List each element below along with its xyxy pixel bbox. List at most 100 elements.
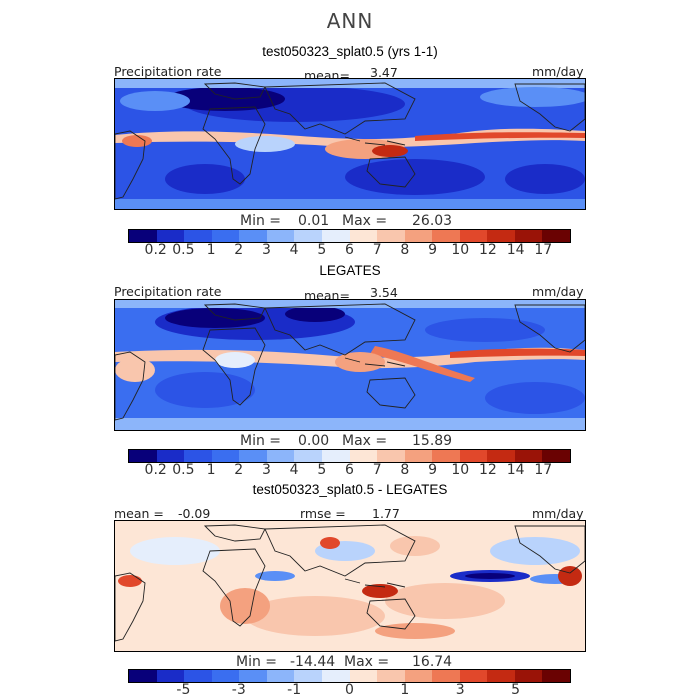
wet-zone <box>122 135 152 147</box>
colorbar-swatch <box>459 450 488 462</box>
anomaly-patch <box>362 584 398 598</box>
anomaly-patch <box>255 571 295 581</box>
colorbar-tick-label: 9 <box>428 462 438 478</box>
coastline-north-america <box>514 525 585 574</box>
colorbar-tick-label: 5 <box>317 462 327 478</box>
colorbar-swatch <box>514 450 543 462</box>
colorbar-swatch <box>432 670 460 682</box>
colorbar-swatch <box>514 670 543 682</box>
itcz-core <box>450 348 585 358</box>
colorbar-swatch <box>542 670 570 682</box>
coastline-asia <box>264 82 416 135</box>
panel-3-colorbar-ticks: -5 -3 -1 0 1 3 5 <box>128 682 571 700</box>
colorbar-swatch <box>266 230 295 242</box>
coastline-asia <box>264 524 416 577</box>
colorbar-swatch <box>432 450 460 462</box>
colorbar-tick-label: 6 <box>345 462 354 478</box>
coastline-australia <box>366 377 416 409</box>
colorbar-swatch <box>377 670 405 682</box>
colorbar-swatch <box>542 450 570 462</box>
colorbar-swatch <box>129 450 157 462</box>
colorbar-swatch <box>294 670 322 682</box>
colorbar-swatch <box>211 230 240 242</box>
colorbar-swatch <box>184 450 212 462</box>
panel-1-colorbar-ticks: 0.2 0.5 1 2 3 4 5 6 7 8 9 10 12 14 17 <box>128 242 571 260</box>
coastline-europe <box>203 524 266 542</box>
colorbar-tick-label: 9 <box>428 242 438 258</box>
colorbar-swatch <box>156 450 185 462</box>
colorbar-tick-label: 5 <box>317 242 327 258</box>
coastline-north-america <box>514 304 585 353</box>
panel-2-min-value: 0.00 <box>298 433 330 449</box>
colorbar-tick-label: 0 <box>345 682 354 698</box>
coastline-europe <box>203 82 266 100</box>
panel-3-min-label: Min = <box>236 654 278 670</box>
panel-3-rmse-value: 1.77 <box>372 506 400 521</box>
panel-3-max-label: Max = <box>344 654 390 670</box>
anomaly-patch <box>118 575 142 587</box>
colorbar-swatch <box>129 230 157 242</box>
colorbar-tick-label: 1 <box>206 462 216 478</box>
anomaly-patch <box>390 536 440 556</box>
colorbar-swatch <box>156 670 185 682</box>
panel-2-variable-label: Precipitation rate <box>114 284 222 299</box>
colorbar-tick-label: 3 <box>261 242 271 258</box>
panel-1-mean-value: 3.47 <box>370 65 398 80</box>
dry-zone <box>505 164 585 194</box>
colorbar-swatch <box>487 230 515 242</box>
panel-2-min-label: Min = <box>240 433 282 449</box>
colorbar-swatch <box>377 450 405 462</box>
colorbar-tick-label: 7 <box>372 242 382 258</box>
coastline-islands <box>344 578 406 588</box>
colorbar-tick-label: 17 <box>534 462 553 478</box>
coastline-south-america <box>115 572 146 642</box>
colorbar-swatch <box>321 670 350 682</box>
colorbar-swatch <box>487 450 515 462</box>
colorbar-swatch <box>294 230 322 242</box>
colorbar-tick-label: 3 <box>455 682 465 698</box>
colorbar-swatch <box>349 450 378 462</box>
anomaly-patch <box>558 566 582 586</box>
colorbar-swatch <box>211 670 240 682</box>
coastline-europe <box>203 303 266 321</box>
colorbar-tick-label: 8 <box>400 242 410 258</box>
panel-2-units-label: mm/day <box>532 284 584 299</box>
colorbar-tick-label: 14 <box>506 242 525 258</box>
colorbar-swatch <box>404 450 433 462</box>
colorbar-swatch <box>239 670 267 682</box>
panel-2-colorbar <box>128 449 571 463</box>
panel-3-colorbar <box>128 669 571 683</box>
dry-zone <box>285 306 345 322</box>
colorbar-tick-label: 0.5 <box>172 242 195 258</box>
wet-zone <box>120 91 190 111</box>
panel-2-mean-value: 3.54 <box>370 285 398 300</box>
colorbar-tick-label: 6 <box>345 242 354 258</box>
colorbar-swatch <box>266 450 295 462</box>
panel-1-variable-label: Precipitation rate <box>114 64 222 79</box>
coastline-africa <box>202 106 266 185</box>
coastline-north-america <box>514 83 585 132</box>
colorbar-swatch <box>377 230 405 242</box>
panel-3-title: test050323_splat0.5 - LEGATES <box>252 482 448 497</box>
panel-1-map <box>114 78 586 210</box>
anomaly-patch <box>130 537 220 565</box>
wet-zone <box>372 145 408 157</box>
coastline-africa <box>202 327 266 406</box>
coastline-australia <box>366 156 416 188</box>
figure-title: ANN <box>326 9 374 33</box>
coastline-australia <box>366 598 416 630</box>
wet-zone <box>480 87 585 107</box>
colorbar-swatch <box>266 670 295 682</box>
panel-2-max-label: Max = <box>342 433 388 449</box>
panel-1-min-value: 0.01 <box>298 213 330 229</box>
colorbar-swatch <box>349 230 378 242</box>
anomaly-patch <box>320 537 340 549</box>
anomaly-patch <box>220 588 270 624</box>
colorbar-tick-label: 1 <box>400 682 410 698</box>
anomaly-patch <box>465 573 515 579</box>
colorbar-swatch <box>321 230 350 242</box>
colorbar-tick-label: 0.2 <box>144 462 167 478</box>
panel-2-title: LEGATES <box>319 263 381 278</box>
colorbar-swatch <box>321 450 350 462</box>
coastline-islands <box>344 357 406 367</box>
